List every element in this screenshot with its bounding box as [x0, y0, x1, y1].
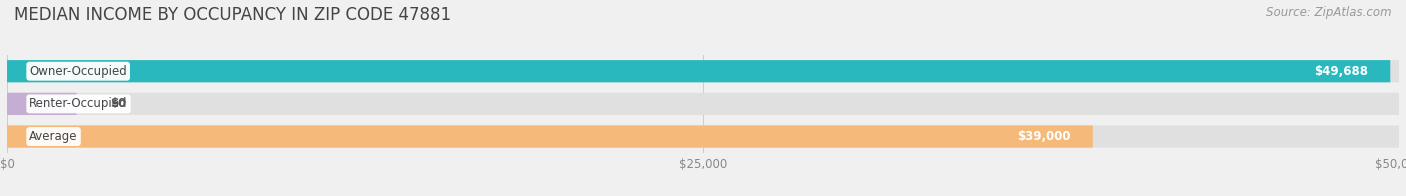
FancyBboxPatch shape	[7, 60, 1391, 82]
Text: Owner-Occupied: Owner-Occupied	[30, 65, 127, 78]
FancyBboxPatch shape	[7, 93, 1399, 115]
Text: $49,688: $49,688	[1315, 65, 1368, 78]
Text: $39,000: $39,000	[1017, 130, 1070, 143]
FancyBboxPatch shape	[7, 93, 77, 115]
Text: Source: ZipAtlas.com: Source: ZipAtlas.com	[1267, 6, 1392, 19]
Text: Renter-Occupied: Renter-Occupied	[30, 97, 128, 110]
Text: $0: $0	[110, 97, 127, 110]
Text: MEDIAN INCOME BY OCCUPANCY IN ZIP CODE 47881: MEDIAN INCOME BY OCCUPANCY IN ZIP CODE 4…	[14, 6, 451, 24]
FancyBboxPatch shape	[7, 125, 1092, 148]
FancyBboxPatch shape	[7, 60, 1399, 82]
Text: Average: Average	[30, 130, 77, 143]
FancyBboxPatch shape	[7, 125, 1399, 148]
